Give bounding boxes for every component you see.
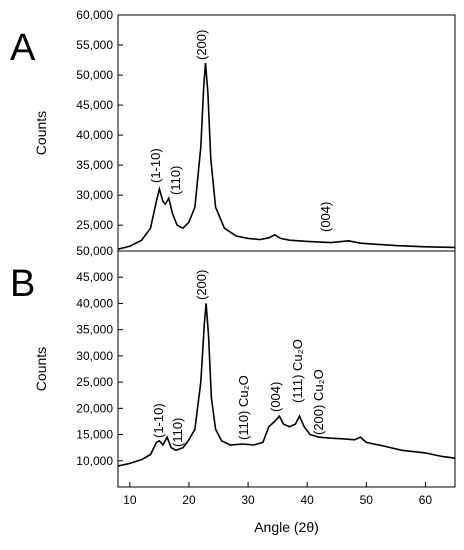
peak-annotation: (111) Cu₂O	[290, 339, 305, 403]
x-tick-label: 10	[123, 493, 137, 507]
y-tick-label: 25,000	[76, 218, 113, 232]
x-tick-label: 30	[241, 493, 255, 507]
peak-annotation: (110)	[170, 418, 185, 447]
x-axis-label: Angle (2θ)	[254, 519, 319, 535]
y-tick-label: 30,000	[76, 349, 113, 363]
x-tick-label: 40	[301, 493, 315, 507]
y-axis-label: Counts	[33, 111, 49, 155]
y-tick-label: 40,000	[76, 128, 113, 142]
x-tick-label: 60	[419, 493, 433, 507]
y-tick-label: 15,000	[76, 428, 113, 442]
panel-label: A	[10, 27, 36, 69]
x-tick-label: 50	[360, 493, 374, 507]
y-axis-label: Counts	[33, 347, 49, 391]
y-tick-label: 50,000	[76, 244, 113, 258]
y-tick-label: 40,000	[76, 296, 113, 310]
y-tick-label: 35,000	[76, 323, 113, 337]
peak-annotation: (004)	[268, 382, 283, 412]
peak-annotation: (110) Cu₂O	[236, 375, 251, 440]
peak-annotation: (1-10)	[148, 148, 163, 183]
y-tick-label: 45,000	[76, 98, 113, 112]
y-tick-label: 10,000	[76, 454, 113, 468]
x-tick-label: 20	[182, 493, 196, 507]
y-tick-label: 35,000	[76, 158, 113, 172]
y-tick-label: 50,000	[76, 68, 113, 82]
peak-annotation: (200) Cu₂O	[311, 369, 326, 435]
peak-annotation: (110)	[168, 166, 183, 195]
plot-frame	[117, 250, 456, 488]
plot-frame	[117, 14, 456, 252]
y-tick-label: 45,000	[76, 270, 113, 284]
peak-annotation: (004)	[318, 202, 333, 232]
peak-annotation: (200)	[194, 270, 209, 300]
data-line	[117, 62, 456, 250]
y-tick-label: 60,000	[76, 8, 113, 22]
y-tick-label: 55,000	[76, 38, 113, 52]
data-line	[117, 303, 456, 467]
panel-label: B	[10, 263, 35, 305]
y-tick-label: 20,000	[76, 401, 113, 415]
peak-annotation: (1-10)	[151, 403, 166, 438]
y-tick-label: 30,000	[76, 188, 113, 202]
y-tick-label: 25,000	[76, 375, 113, 389]
peak-annotation: (200)	[194, 30, 209, 60]
